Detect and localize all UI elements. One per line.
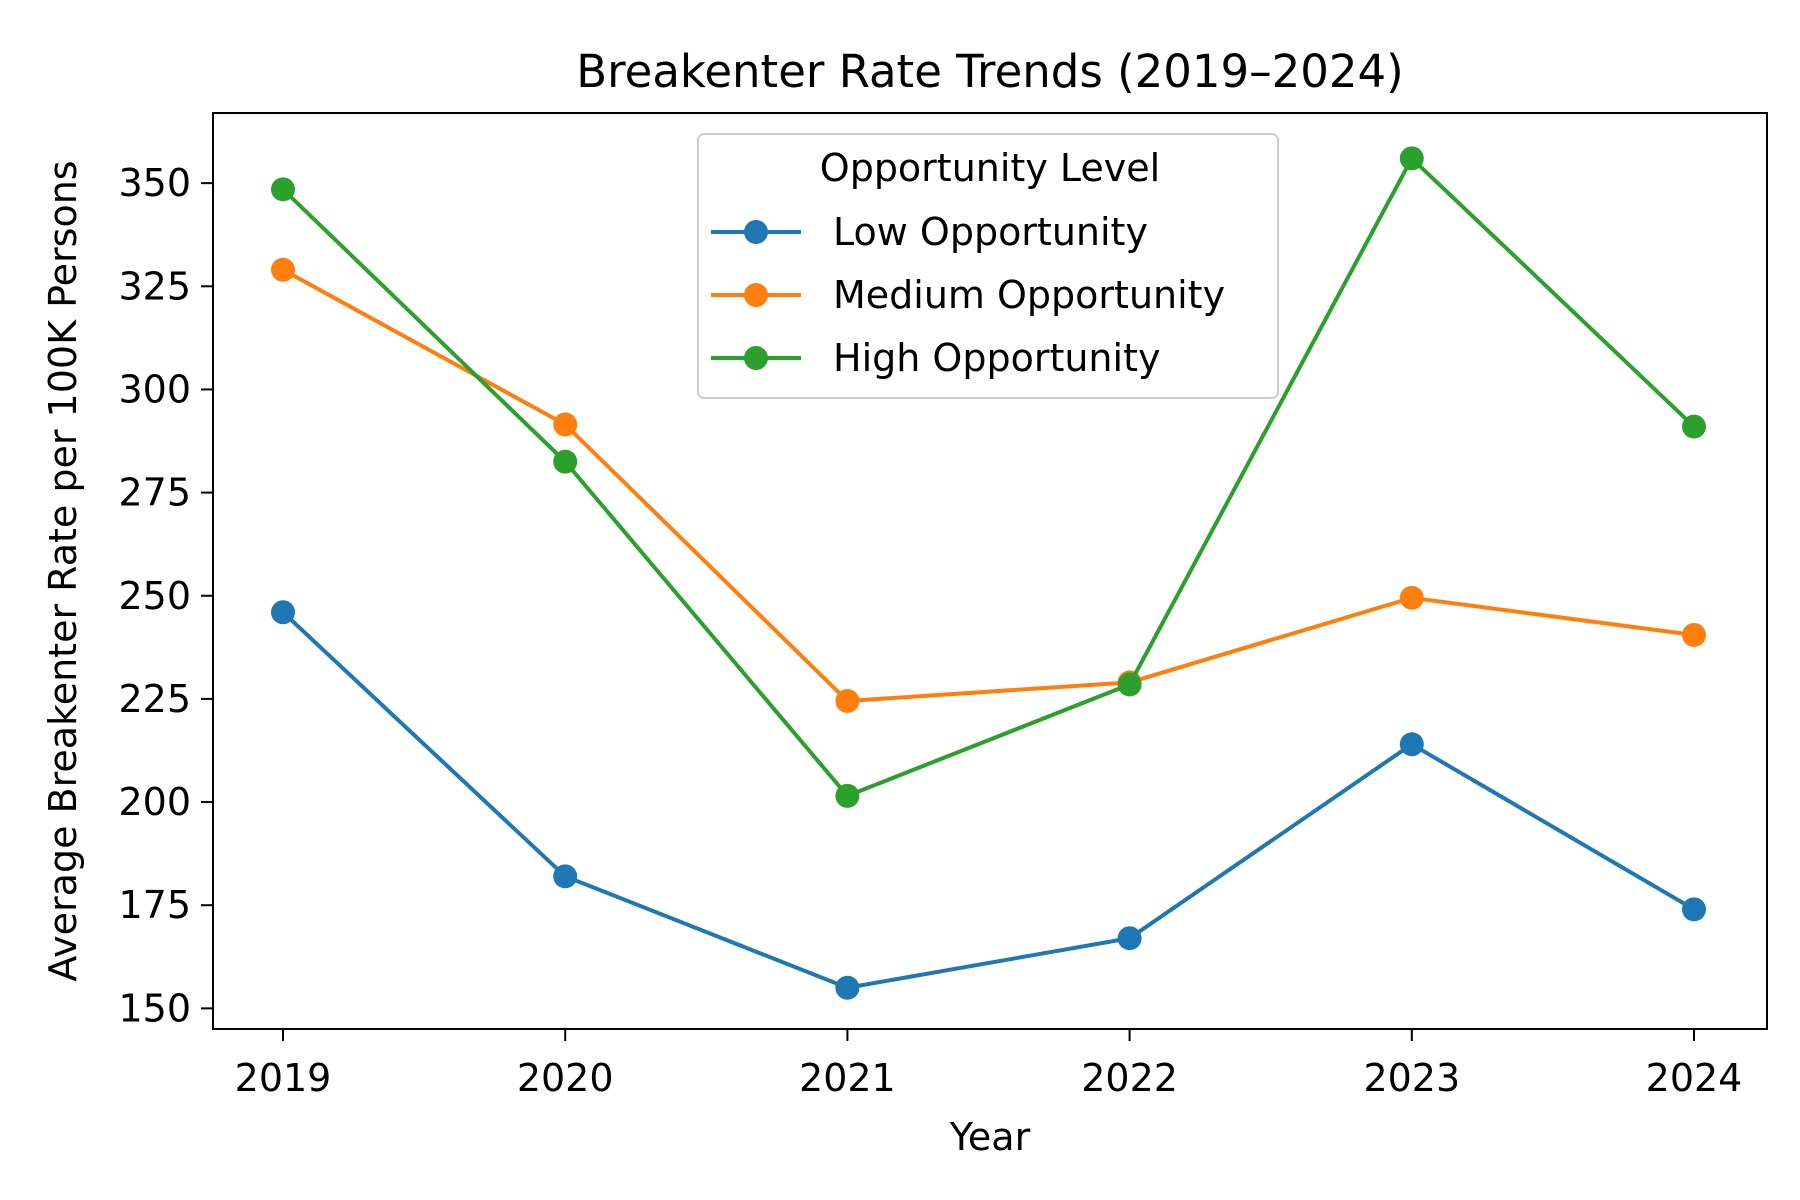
series-line-2 bbox=[282, 268, 1695, 703]
x-tick-label: 2024 bbox=[1646, 1056, 1743, 1100]
data-point bbox=[1399, 146, 1424, 171]
data-point bbox=[1682, 897, 1706, 922]
series-line-3 bbox=[281, 156, 1696, 798]
chart-title: Breakenter Rate Trends (2019–2024) bbox=[576, 45, 1404, 98]
x-tick-label: 2020 bbox=[517, 1056, 614, 1100]
data-point bbox=[271, 177, 295, 202]
legend-box bbox=[697, 133, 1279, 399]
x-tick-label: 2021 bbox=[799, 1056, 896, 1100]
data-point bbox=[553, 412, 578, 437]
y-tick-label: 325 bbox=[118, 264, 191, 308]
data-point bbox=[835, 975, 860, 1000]
data-point bbox=[1117, 672, 1142, 697]
data-point bbox=[1399, 732, 1424, 757]
y-tick-label: 350 bbox=[118, 161, 191, 205]
legend-marker bbox=[744, 220, 768, 244]
data-point bbox=[553, 449, 578, 474]
y-tick-label: 250 bbox=[118, 574, 191, 618]
data-point bbox=[553, 864, 578, 889]
y-tick-label: 150 bbox=[118, 986, 191, 1030]
plot-frame bbox=[212, 112, 1768, 1030]
y-tick-label: 300 bbox=[118, 367, 191, 411]
data-point bbox=[271, 257, 295, 282]
legend-entry-label: High Opportunity bbox=[833, 336, 1160, 380]
x-tick-label: 2022 bbox=[1081, 1056, 1178, 1100]
y-tick-label: 225 bbox=[118, 677, 191, 721]
data-point bbox=[835, 783, 860, 808]
legend-entry-label: Low Opportunity bbox=[833, 210, 1148, 254]
data-point bbox=[1399, 585, 1424, 610]
y-tick-label: 175 bbox=[118, 883, 191, 927]
plot-area: 2019 2020 2021 2022 2023 2024 150 175 200 225 250 2… bbox=[118, 146, 1742, 1100]
data-point bbox=[271, 600, 295, 625]
legend-marker bbox=[744, 346, 768, 370]
x-axis-label: Year bbox=[949, 1115, 1031, 1159]
x-tick-label: 2023 bbox=[1363, 1056, 1460, 1100]
legend-entry-label: Medium Opportunity bbox=[833, 273, 1225, 317]
data-point bbox=[1682, 414, 1706, 439]
y-tick-label: 275 bbox=[118, 471, 191, 515]
y-tick-label: 200 bbox=[118, 780, 191, 824]
data-point bbox=[1117, 926, 1142, 951]
data-point bbox=[1682, 622, 1706, 647]
y-axis-label: Average Breakenter Rate per 100K Persons bbox=[41, 160, 85, 981]
legend: Opportunity Level Low Opportunity Medium … bbox=[697, 133, 1279, 399]
legend-title: Opportunity Level bbox=[820, 146, 1160, 190]
legend-marker bbox=[744, 283, 768, 307]
x-tick-label: 2019 bbox=[235, 1056, 332, 1100]
series-line-1 bbox=[281, 610, 1696, 990]
data-point bbox=[835, 688, 860, 713]
